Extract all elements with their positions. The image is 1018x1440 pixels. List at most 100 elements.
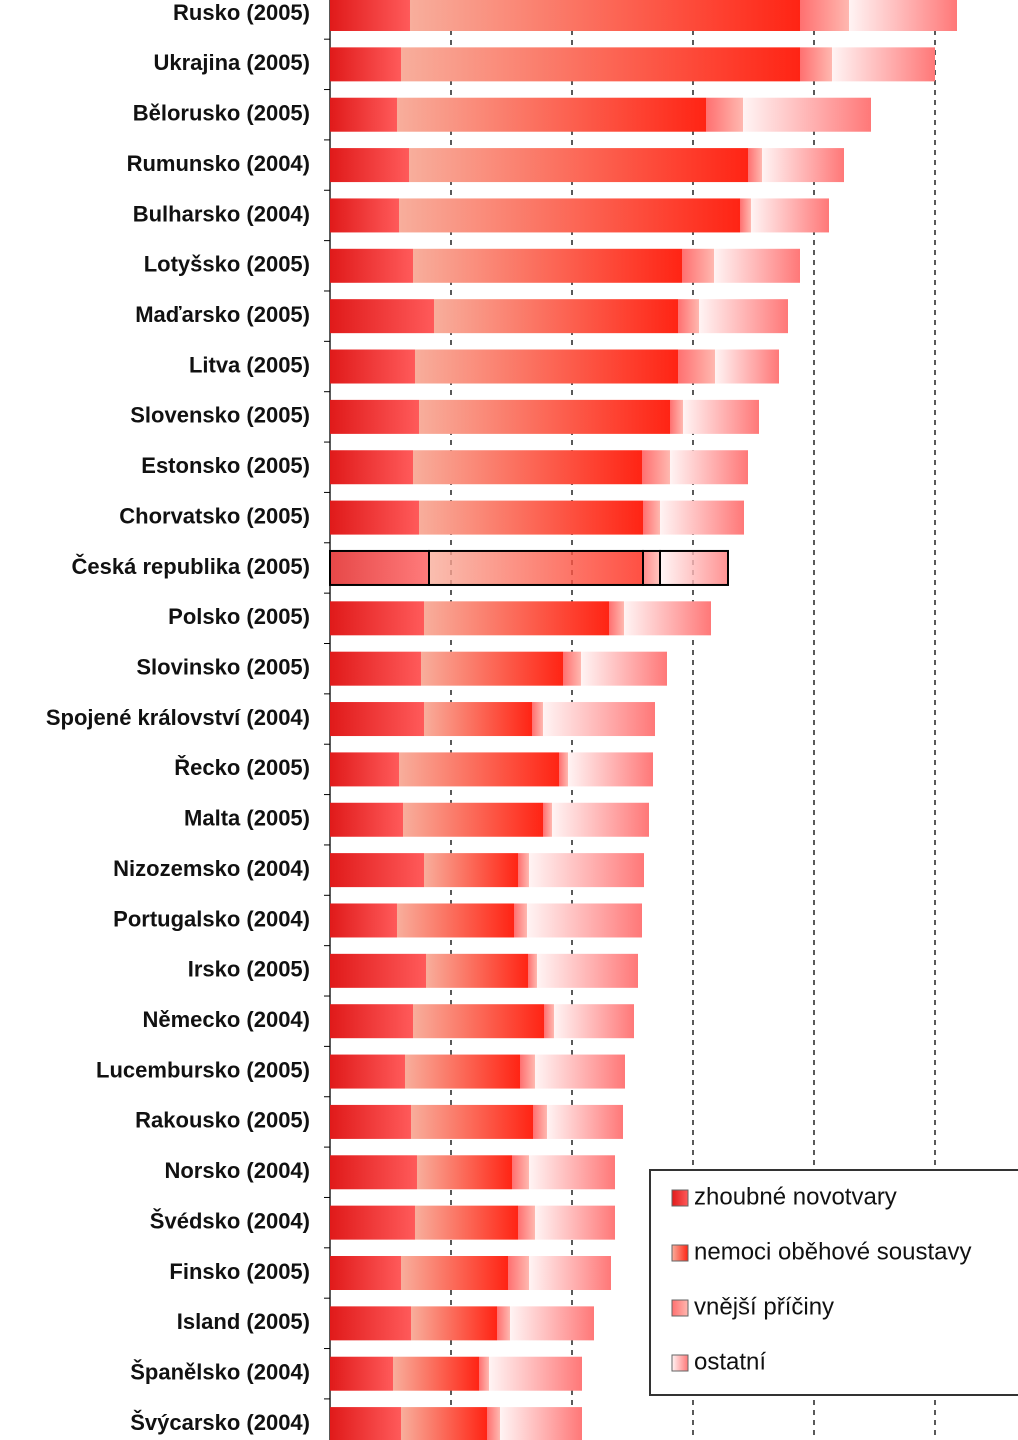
bar-segment	[518, 1205, 535, 1240]
y-tick-label: Lucembursko (2005)	[96, 1057, 310, 1082]
y-tick-label: Rakousko (2005)	[135, 1108, 310, 1133]
bar-segment	[543, 802, 552, 837]
bar-segment	[527, 903, 642, 938]
bar-segment	[415, 349, 678, 384]
bar-segment	[529, 853, 644, 888]
y-tick-label: Polsko (2005)	[168, 604, 310, 629]
legend-marker	[671, 1244, 689, 1262]
bar-segment	[330, 1306, 411, 1341]
bar-segment	[535, 1205, 615, 1240]
bar-segment	[520, 1054, 535, 1089]
bar-segment	[743, 97, 871, 132]
bar-segment	[330, 1407, 401, 1440]
bar-segment	[330, 1054, 405, 1089]
legend-marker	[671, 1354, 689, 1372]
bar-segment	[609, 601, 624, 636]
bar-segment	[330, 349, 415, 384]
bar-segment	[762, 148, 844, 183]
bar-segment	[514, 903, 527, 938]
bar-segment	[330, 450, 413, 485]
bar-segment	[330, 248, 413, 283]
bar-segment	[393, 1356, 479, 1391]
bar-segment	[428, 549, 644, 586]
bar-segment	[330, 1256, 401, 1290]
bar-segment	[411, 1104, 533, 1139]
bar-segment	[434, 299, 678, 334]
bar-segment	[397, 97, 706, 132]
bar-segment	[330, 1205, 415, 1240]
bar-segment	[415, 1205, 518, 1240]
bar-segment	[659, 549, 729, 586]
y-tick-label: Bělorusko (2005)	[133, 101, 310, 126]
bar-segment	[330, 953, 426, 988]
y-tick-label: Irsko (2005)	[188, 957, 310, 982]
bar-segment	[330, 97, 397, 132]
bar-segment	[518, 853, 529, 888]
bar-segment	[329, 549, 430, 586]
bar-segment	[660, 500, 744, 535]
bar-segment	[405, 1054, 520, 1089]
bar-segment	[330, 47, 401, 82]
bar-segment	[330, 752, 399, 787]
y-tick-label: Litva (2005)	[189, 352, 310, 377]
bar-segment	[399, 752, 559, 787]
bar-segment	[401, 1407, 487, 1440]
bar-segment	[535, 1054, 625, 1089]
bar-segment	[424, 702, 532, 737]
y-tick-label: Chorvatsko (2005)	[119, 503, 310, 528]
bar-segment	[683, 399, 759, 434]
bar-segment	[487, 1407, 500, 1440]
bar-segment	[413, 1004, 544, 1039]
y-tick-label: Lotyšsko (2005)	[144, 252, 310, 277]
bar-segment	[426, 953, 528, 988]
bar-segment	[403, 802, 543, 837]
bar-segment	[559, 752, 568, 787]
bar-segment	[417, 1155, 512, 1190]
bar-segment	[410, 0, 800, 31]
bar-segment	[330, 500, 419, 535]
y-tick-label: Rumunsko (2004)	[127, 151, 310, 176]
bar-segment	[642, 450, 670, 485]
y-tick-label: Island (2005)	[177, 1309, 310, 1334]
bar-segment	[528, 953, 537, 988]
y-tick-label: Španělsko (2004)	[130, 1360, 310, 1385]
bar-segment	[401, 47, 800, 82]
bar-segment	[330, 399, 419, 434]
bar-segment	[554, 1004, 634, 1039]
bar-segment	[413, 450, 642, 485]
bar-segment	[568, 752, 653, 787]
bar-segment	[547, 1104, 623, 1139]
y-tick-label: Ukrajina (2005)	[153, 50, 310, 75]
bar-segment	[543, 702, 655, 737]
y-tick-label: Česká republika (2005)	[72, 554, 310, 579]
y-tick-label: Portugalsko (2004)	[113, 906, 310, 931]
bar-segment	[581, 651, 667, 686]
bar-segment	[330, 198, 399, 233]
y-tick-label: Spojené království (2004)	[46, 705, 310, 730]
bar-segment	[421, 651, 563, 686]
bar-segment	[849, 0, 957, 31]
bar-segment	[714, 248, 800, 283]
bar-segment	[537, 953, 638, 988]
legend-label: zhoubné novotvary	[694, 1183, 897, 1210]
y-tick-label: Řecko (2005)	[174, 755, 310, 780]
bar-segment	[510, 1306, 594, 1341]
bar-segment	[533, 1104, 547, 1139]
bar-segment	[800, 0, 849, 31]
bar-segment	[330, 702, 424, 737]
bar-segment	[751, 198, 829, 233]
legend-marker	[671, 1189, 689, 1207]
y-tick-label: Švýcarsko (2004)	[130, 1410, 310, 1435]
legend-marker	[671, 1299, 689, 1317]
legend-box	[649, 1169, 1018, 1396]
bar-segment	[397, 903, 514, 938]
bar-segment	[508, 1256, 529, 1290]
y-tick-label: Švédsko (2004)	[150, 1208, 310, 1233]
bar-segment	[529, 1256, 611, 1290]
bar-segment	[699, 299, 788, 334]
legend-label: ostatní	[694, 1348, 766, 1375]
bar-segment	[419, 399, 670, 434]
bar-segment	[489, 1356, 582, 1391]
bar-segment	[512, 1155, 529, 1190]
bar-segment	[670, 399, 683, 434]
